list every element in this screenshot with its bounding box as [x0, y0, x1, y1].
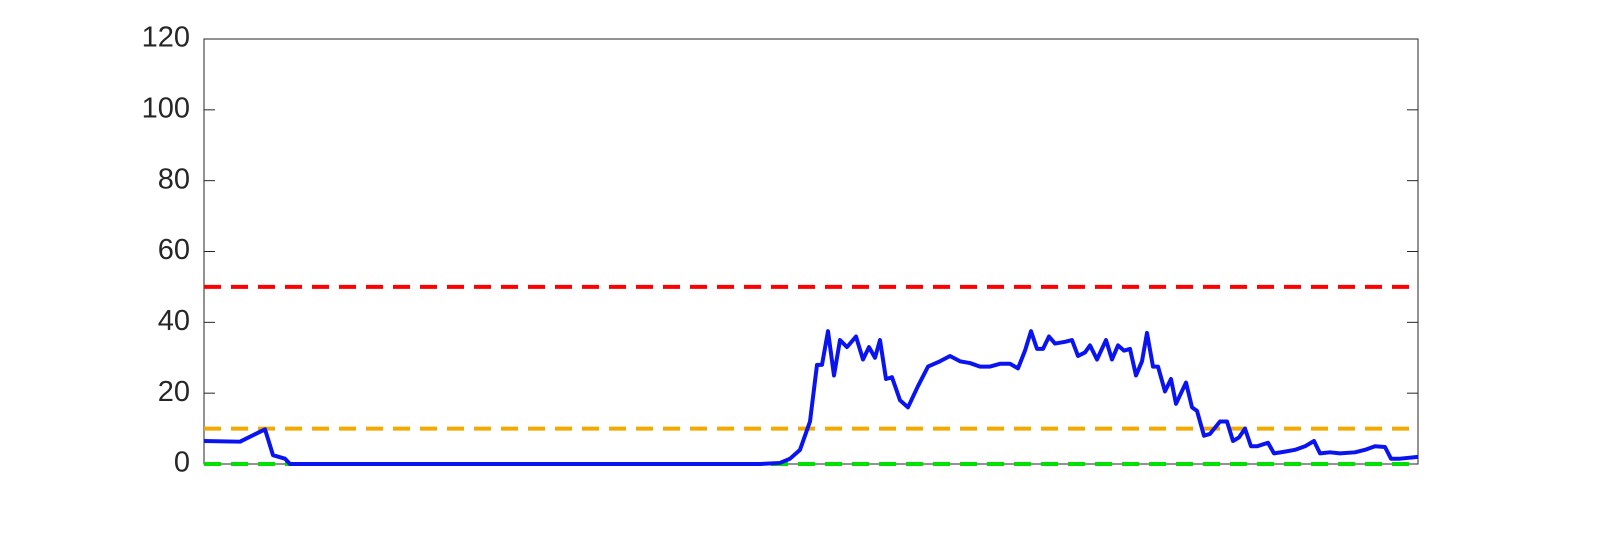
y-tick-label: 0 — [174, 447, 190, 479]
y-tick-label: 20 — [158, 376, 190, 408]
y-tick-label: 80 — [158, 163, 190, 195]
data-line — [203, 329, 1419, 466]
y-tick-label: 40 — [158, 305, 190, 337]
y-tick-label: 100 — [142, 92, 190, 124]
y-tick-label: 120 — [142, 22, 190, 54]
y-tick-label: 60 — [158, 234, 190, 266]
